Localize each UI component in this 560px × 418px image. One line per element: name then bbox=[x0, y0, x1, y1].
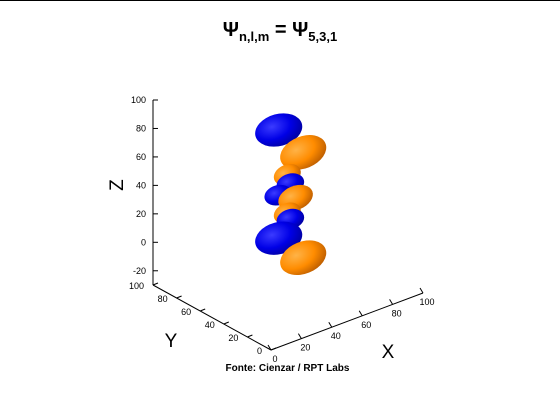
x-tick-mark bbox=[358, 310, 363, 317]
z-tick-label: 20 bbox=[136, 209, 146, 219]
x-tick-mark bbox=[328, 321, 333, 328]
z-tick-label: 40 bbox=[136, 180, 146, 190]
x-tick-label: 20 bbox=[300, 343, 310, 353]
y-tick-mark bbox=[223, 321, 229, 325]
x-tick-mark bbox=[389, 299, 394, 305]
y-tick-label: 80 bbox=[158, 294, 168, 304]
y-tick-label: 100 bbox=[129, 281, 144, 291]
negative-lobe bbox=[255, 113, 303, 147]
x-axis-label: X bbox=[382, 342, 395, 363]
y-tick-mark bbox=[200, 308, 206, 312]
x-tick-label: 60 bbox=[361, 320, 371, 330]
chart-title: Ψn,l,m = Ψ5,3,1 bbox=[0, 19, 560, 44]
x-tick-label: 80 bbox=[392, 308, 402, 318]
title-subscript-values: 5,3,1 bbox=[308, 29, 338, 44]
axis-ticks: -20 0 20 40 60 80 100 0 20 40 60 80 100 0 20 40 60 80 100 bbox=[129, 95, 435, 364]
z-tick-label: 100 bbox=[131, 95, 146, 105]
y-tick-mark bbox=[152, 282, 159, 286]
psi-symbol-2: Ψ bbox=[292, 19, 309, 41]
z-tick-label: 80 bbox=[136, 123, 146, 133]
y-tick-mark bbox=[247, 334, 253, 338]
x-tick-label: 0 bbox=[272, 354, 277, 364]
x-tick-label: 100 bbox=[419, 297, 434, 307]
y-axis-line bbox=[152, 284, 272, 351]
x-tick-label: 40 bbox=[331, 331, 341, 341]
y-tick-label: 40 bbox=[205, 320, 215, 330]
psi-symbol: Ψ bbox=[222, 19, 239, 41]
top-border bbox=[0, 0, 560, 1]
x-tick-mark bbox=[297, 333, 302, 339]
source-caption: Fonte: Cienzar / RPT Labs bbox=[225, 363, 350, 374]
y-tick-mark bbox=[270, 347, 277, 351]
positive-lobe bbox=[280, 240, 327, 276]
positive-lobe bbox=[280, 135, 327, 170]
z-tick-label: 60 bbox=[136, 152, 146, 162]
title-equals: = bbox=[269, 19, 293, 41]
x-tick-mark bbox=[267, 344, 272, 351]
orbital-lobes bbox=[255, 113, 327, 276]
y-tick-label: 0 bbox=[257, 346, 262, 356]
z-axis-label: Z bbox=[107, 179, 128, 191]
y-tick-label: 20 bbox=[228, 333, 238, 343]
title-subscript-nlm: n,l,m bbox=[238, 29, 270, 44]
z-tick-label: 0 bbox=[141, 237, 146, 247]
x-axis-line bbox=[270, 292, 424, 351]
y-axis-label: Y bbox=[165, 331, 178, 352]
y-tick-mark bbox=[176, 295, 182, 299]
z-tick-label: -20 bbox=[133, 266, 146, 276]
y-tick-label: 60 bbox=[181, 307, 191, 317]
x-tick-mark bbox=[419, 287, 424, 294]
